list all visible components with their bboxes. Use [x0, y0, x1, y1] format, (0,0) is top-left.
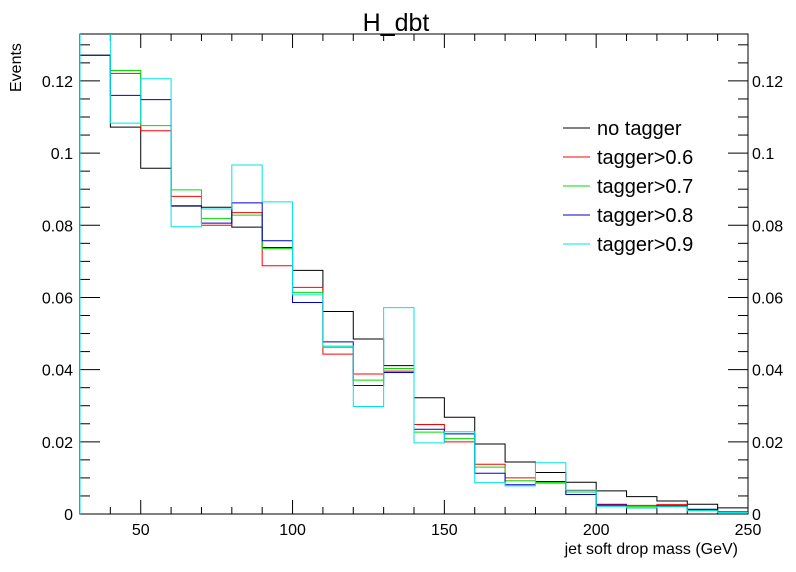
legend-label: tagger>0.8 [597, 205, 693, 227]
histogram-series [80, 34, 748, 514]
y-tick-label-right: 0.1 [752, 146, 774, 163]
y-tick-label: 0.06 [42, 290, 73, 307]
x-tick-label: 100 [279, 522, 306, 539]
y-tick-label-right: 0 [752, 507, 761, 524]
y-tick-label: 0.1 [51, 146, 73, 163]
legend: no tagger tagger>0.6 tagger>0.7 tagger>0.8 t… [563, 118, 693, 256]
legend-label: tagger>0.9 [597, 234, 693, 256]
x-tick-label: 200 [583, 522, 610, 539]
chart-title: H_dbt [363, 9, 430, 37]
y-tick-label-right: 0.06 [752, 290, 783, 307]
y-tick-label: 0 [64, 507, 73, 524]
x-tick-label: 50 [132, 522, 150, 539]
legend-label: tagger>0.6 [597, 147, 693, 169]
legend-label: no tagger [597, 118, 682, 140]
y-tick-label: 0.02 [42, 435, 73, 452]
y-tick-label: 0.08 [42, 218, 73, 235]
series-line [80, 34, 748, 514]
y-axis-label: Events [8, 43, 25, 92]
y-tick-label-right: 0.08 [752, 218, 783, 235]
y-tick-label: 0.12 [42, 74, 73, 91]
y-tick-label-right: 0.02 [752, 435, 783, 452]
x-tick-label: 150 [431, 522, 458, 539]
x-axis-label: jet soft drop mass (GeV) [564, 541, 738, 558]
legend-label: tagger>0.7 [597, 176, 693, 198]
y-tick-label-right: 0.12 [752, 74, 783, 91]
x-tick-label: 250 [735, 522, 762, 539]
y-tick-label-right: 0.04 [752, 363, 783, 380]
y-tick-label: 0.04 [42, 363, 73, 380]
